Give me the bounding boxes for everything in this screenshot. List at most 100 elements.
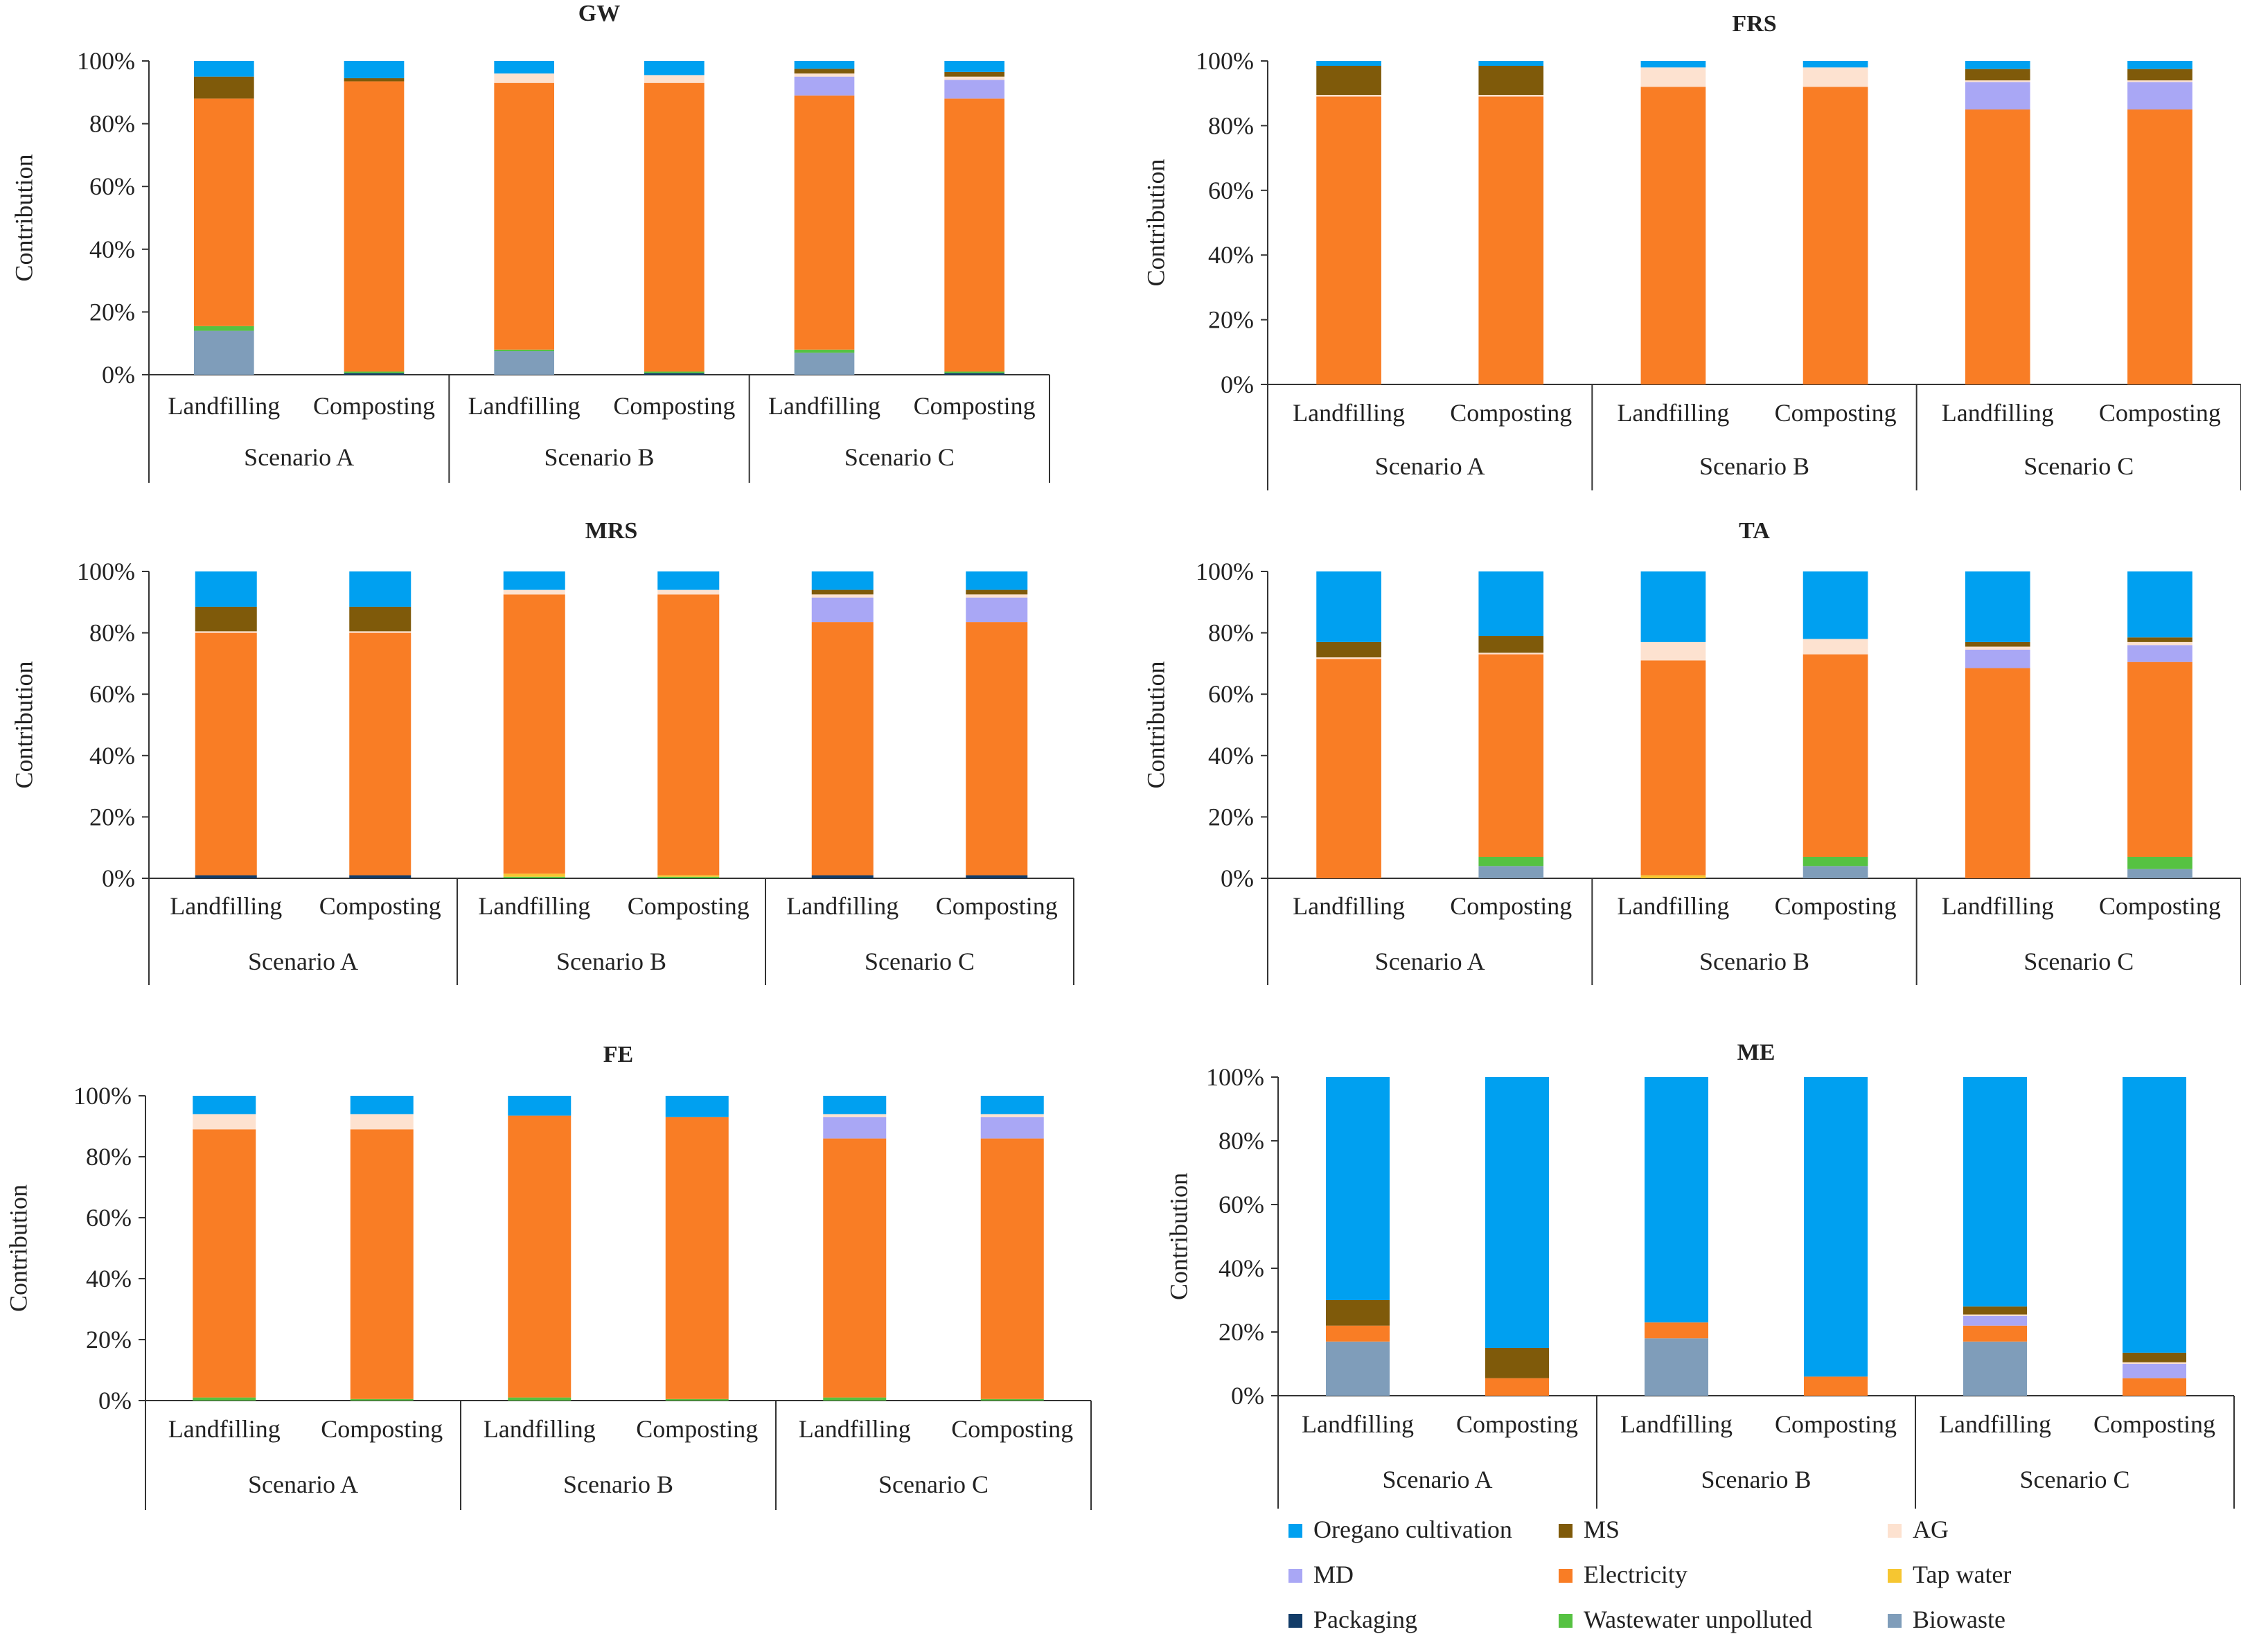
bar-segment-oregano-cultivation (665, 1096, 729, 1117)
bar-segment-electricity (2127, 109, 2193, 385)
bar-segment-ag (823, 1114, 887, 1117)
bar-segment-electricity (1804, 1376, 1868, 1396)
bar-segment-biowaste (194, 330, 254, 375)
bar-segment-oregano-cultivation (1478, 61, 1544, 66)
y-tick-label: 100% (73, 1082, 132, 1110)
bar-segment-wastewater-unpolluted (344, 371, 405, 373)
y-tick-label: 100% (1196, 558, 1254, 585)
x-tick-label: Landfilling (168, 1415, 281, 1443)
legend-swatch-ag (1888, 1524, 1902, 1538)
bar-segment-wastewater-unpolluted (194, 326, 254, 331)
legend-swatch-ms (1559, 1524, 1573, 1538)
bar-segment-ag (1802, 67, 1868, 87)
bar-segment-electricity (1316, 96, 1381, 384)
x-tick-label: Landfilling (1617, 892, 1729, 920)
chart-panel-fe: FE Contribution 0% 20% 40% 60% 80% 100% Landfill… (4, 1042, 1092, 1510)
x-tick-label: Composting (2099, 399, 2221, 427)
bar-segment-electricity (944, 98, 1004, 372)
x-tick-label: Composting (1775, 892, 1897, 920)
x-tick-label: Composting (321, 1415, 443, 1443)
y-tick-label: 60% (1208, 177, 1254, 204)
bar-segment-electricity (2123, 1378, 2186, 1396)
bar-segment-wastewater-unpolluted (794, 349, 855, 353)
bar-segment-electricity (1478, 654, 1544, 857)
x-tick-label: Landfilling (468, 392, 581, 420)
bar-segment-ms (194, 76, 254, 99)
y-tick-label: 40% (89, 742, 135, 770)
y-tick-label: 100% (1206, 1063, 1264, 1091)
y-tick-label: 60% (86, 1204, 132, 1232)
bar-segment-oregano-cultivation (1804, 1077, 1868, 1377)
bar-segment-packaging (966, 875, 1028, 878)
bar-segment-ag (1640, 641, 1706, 661)
x-tick-label: Landfilling (768, 392, 880, 420)
legend-label: Packaging (1313, 1606, 1417, 1633)
y-tick-label: 40% (86, 1265, 132, 1293)
bar-segment-electricity (1965, 668, 2030, 878)
bar-segment-oregano-cultivation (344, 61, 405, 78)
bar-segment-md (1965, 649, 2030, 668)
bar-segment-oregano-cultivation (1645, 1077, 1708, 1323)
y-tick-label: 60% (89, 680, 135, 708)
bar-segment-ag (657, 589, 720, 595)
legend-swatch-oregano-cultivation (1288, 1524, 1302, 1538)
bar-segment-ms (2127, 637, 2193, 642)
y-axis-label: Contribution (10, 154, 37, 281)
y-tick-label: 0% (1231, 1382, 1264, 1410)
bar-segment-md (2127, 645, 2193, 662)
group-label: Scenario C (844, 443, 955, 471)
bar-segment-ag (2123, 1362, 2186, 1364)
bar-segment-ag (349, 631, 411, 633)
bar-segment-ag (966, 594, 1028, 598)
bar-segment-ms (794, 69, 855, 74)
x-tick-label: Composting (914, 392, 1036, 420)
group-label: Scenario B (556, 948, 666, 975)
chart-title: FRS (1732, 11, 1776, 37)
y-tick-label: 0% (102, 864, 135, 892)
y-tick-label: 40% (1208, 241, 1254, 269)
bar-segment-ms (966, 589, 1028, 595)
group-label: Scenario A (1383, 1466, 1493, 1493)
bar-segment-ms (944, 71, 1004, 77)
bar-segment-oregano-cultivation (1802, 571, 1868, 639)
bar-segment-ag (1965, 646, 2030, 650)
x-tick-label: Composting (613, 392, 735, 420)
y-tick-label: 80% (89, 619, 135, 647)
group-label: Scenario C (2020, 1466, 2130, 1493)
x-tick-label: Landfilling (1620, 1410, 1733, 1438)
bar-segment-md (811, 597, 874, 623)
bar-segment-electricity (1640, 87, 1706, 385)
group-label: Scenario A (1375, 948, 1485, 975)
bar-segment-biowaste (1326, 1341, 1390, 1396)
bar-segment-electricity (503, 594, 565, 874)
bar-segment-oregano-cultivation (350, 1096, 414, 1114)
bar-segment-packaging (349, 875, 411, 878)
bar-segment-ag (503, 589, 565, 595)
bar-segment-electricity (1326, 1325, 1390, 1342)
bar-segment-ms (1478, 636, 1544, 653)
bar-segment-electricity (1963, 1325, 2027, 1342)
bar-segment-ag (1963, 1314, 2027, 1316)
x-tick-label: Composting (1450, 892, 1572, 920)
legend-swatch-packaging (1288, 1614, 1302, 1628)
x-tick-label: Landfilling (170, 892, 282, 920)
bar-segment-electricity (657, 594, 720, 876)
bar-segment-electricity (823, 1138, 887, 1398)
bar-segment-oregano-cultivation (1316, 61, 1381, 66)
bar-segment-ag (1478, 95, 1544, 97)
bar-segment-electricity (980, 1138, 1044, 1399)
legend: Oregano cultivation MS AG MD Electricity Tap … (1288, 1516, 2011, 1633)
y-axis-label: Contribution (1164, 1173, 1192, 1300)
bar-segment-electricity (644, 82, 705, 372)
bar-segment-tap-water (1640, 875, 1706, 878)
group-label: Scenario A (1375, 452, 1485, 480)
y-tick-label: 20% (89, 298, 135, 326)
bar-segment-electricity (1645, 1322, 1708, 1339)
x-tick-label: Composting (1456, 1410, 1578, 1438)
bar-segment-oregano-cultivation (195, 571, 257, 607)
bar-segment-oregano-cultivation (1640, 571, 1706, 642)
bar-segment-biowaste (1963, 1341, 2027, 1396)
chart-panel-gw: GW Contribution 0% 20% 40% 60% 80% 100% Landfill… (10, 1, 1050, 483)
bar-segment-oregano-cultivation (657, 571, 720, 590)
